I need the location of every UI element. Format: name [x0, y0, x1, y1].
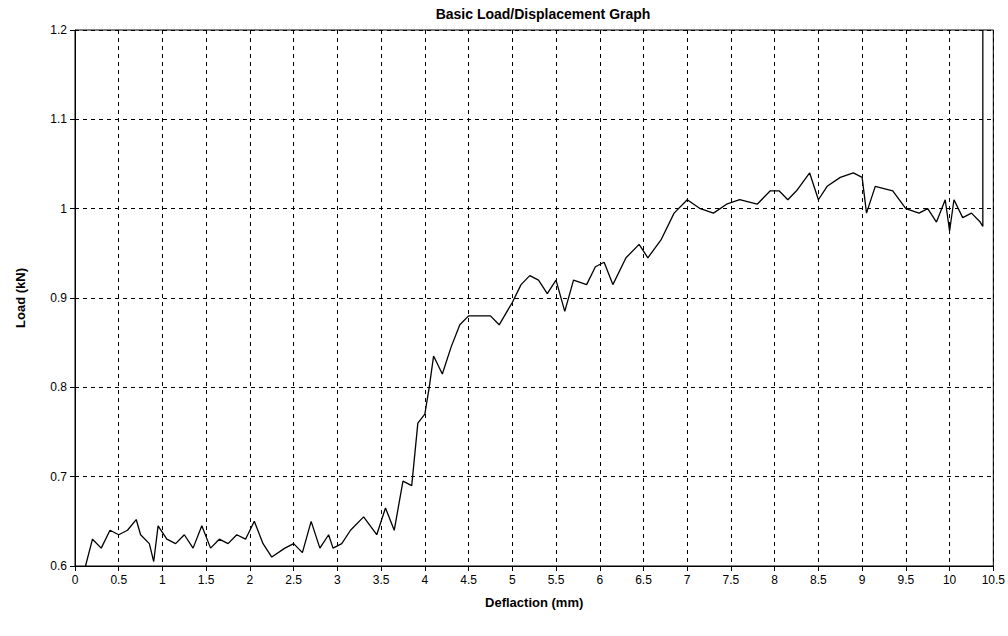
svg-text:3.5: 3.5 — [373, 573, 390, 587]
svg-text:0.7: 0.7 — [50, 470, 67, 484]
svg-text:5: 5 — [509, 573, 516, 587]
svg-text:10: 10 — [943, 573, 957, 587]
svg-text:0.8: 0.8 — [50, 380, 67, 394]
svg-text:8: 8 — [771, 573, 778, 587]
svg-text:2.5: 2.5 — [285, 573, 302, 587]
svg-text:1.2: 1.2 — [50, 23, 67, 37]
svg-text:3: 3 — [334, 573, 341, 587]
svg-text:10.5: 10.5 — [982, 573, 1006, 587]
svg-text:7: 7 — [684, 573, 691, 587]
svg-text:5.5: 5.5 — [548, 573, 565, 587]
svg-text:9: 9 — [859, 573, 866, 587]
svg-text:1: 1 — [60, 202, 67, 216]
svg-text:1.1: 1.1 — [50, 112, 67, 126]
svg-text:Deflaction (mm): Deflaction (mm) — [485, 595, 583, 610]
svg-text:0.5: 0.5 — [110, 573, 127, 587]
svg-text:1.5: 1.5 — [198, 573, 215, 587]
svg-text:9.5: 9.5 — [898, 573, 915, 587]
svg-text:6: 6 — [596, 573, 603, 587]
svg-text:Load (kN): Load (kN) — [13, 268, 28, 328]
svg-text:0.6: 0.6 — [50, 559, 67, 573]
svg-text:4.5: 4.5 — [460, 573, 477, 587]
svg-text:2: 2 — [247, 573, 254, 587]
svg-text:0: 0 — [72, 573, 79, 587]
svg-text:8.5: 8.5 — [810, 573, 827, 587]
svg-text:4: 4 — [421, 573, 428, 587]
svg-text:Basic Load/Displacement Graph: Basic Load/Displacement Graph — [436, 6, 651, 22]
svg-text:0.9: 0.9 — [50, 291, 67, 305]
svg-text:6.5: 6.5 — [635, 573, 652, 587]
svg-text:1: 1 — [159, 573, 166, 587]
svg-text:7.5: 7.5 — [723, 573, 740, 587]
